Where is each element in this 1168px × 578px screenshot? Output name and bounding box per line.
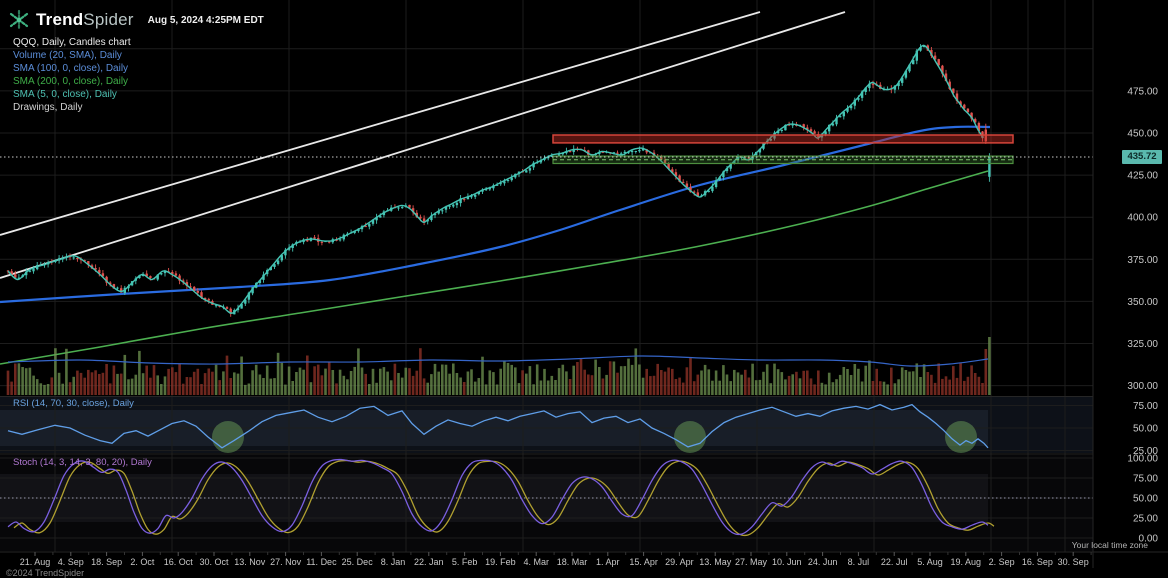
logo-text-trend: Trend (36, 10, 84, 29)
candles[interactable] (6, 44, 991, 317)
time-axis-label: 27. May (735, 557, 768, 567)
time-axis-label: 30. Oct (199, 557, 229, 567)
time-axis-label: 10. Jun (772, 557, 802, 567)
time-axis-label: 18. Mar (557, 557, 588, 567)
time-axis-label: 13. Nov (234, 557, 266, 567)
trend-channel-lines[interactable] (0, 11, 846, 279)
sma5-line[interactable] (7, 44, 984, 314)
chart-timestamp: Aug 5, 2024 4:25PM EDT (147, 14, 264, 26)
price-zones[interactable] (552, 134, 1014, 165)
price-axis-label: 400.00 (1127, 213, 1158, 224)
price-axis-label: 425.00 (1127, 171, 1158, 182)
time-axis-label: 2. Sep (989, 557, 1015, 567)
resistance-zone (552, 134, 1014, 144)
last-price-badge: 435.72 (1122, 150, 1162, 164)
oversold-highlight-circle (212, 421, 244, 453)
time-axis-label: 16. Sep (1022, 557, 1053, 567)
time-axis-label: 24. Jun (808, 557, 838, 567)
price-axis-label: 475.00 (1127, 86, 1158, 97)
legend-item-sma200[interactable]: SMA (200, 0, close), Daily (13, 76, 129, 87)
time-axis-label: 21. Aug (20, 557, 51, 567)
rsi-axis-label: 25.00 (1133, 446, 1158, 457)
time-axis-label: 15. Apr (629, 557, 658, 567)
time-axis-label: 22. Jan (414, 557, 444, 567)
stoch-axis-label: 0.00 (1139, 534, 1159, 545)
time-axis-label: 1. Apr (596, 557, 620, 567)
time-axis-label: 19. Aug (951, 557, 982, 567)
price-axis-label: 325.00 (1127, 339, 1158, 350)
price-axis-label: 350.00 (1127, 297, 1158, 308)
time-axis-label: 5. Aug (917, 557, 943, 567)
time-axis-label: 25. Dec (342, 557, 374, 567)
stoch-axis-label: 25.00 (1133, 514, 1158, 525)
oversold-highlight-circle (945, 421, 977, 453)
time-axis-label: 22. Jul (881, 557, 908, 567)
time-axis-label: 8. Jul (848, 557, 870, 567)
rsi-axis-label: 75.00 (1133, 401, 1158, 412)
time-axis-label: 19. Feb (485, 557, 516, 567)
rsi-pane-label[interactable]: RSI (14, 70, 30, close), Daily (13, 398, 134, 409)
time-axis-label: 29. Apr (665, 557, 694, 567)
legend-item-volume[interactable]: Volume (20, SMA), Daily (13, 50, 122, 61)
legend-item-sma5[interactable]: SMA (5, 0, close), Daily (13, 89, 117, 100)
legend-symbol-title[interactable]: QQQ, Daily, Candles chart (13, 37, 131, 48)
logo-text-spider: Spider (83, 10, 134, 29)
time-axis-label: 8. Jan (381, 557, 406, 567)
price-axis-label: 375.00 (1127, 255, 1158, 266)
time-axis-label: 2. Oct (130, 557, 155, 567)
time-axis-label: 18. Sep (91, 557, 122, 567)
time-axis-label: 4. Sep (58, 557, 84, 567)
time-axis: 21. Aug 4. Sep 18. Sep 2. Oct 16. Oct 30. Oct… (20, 552, 1092, 567)
timezone-note[interactable]: Your local time zone (1071, 540, 1148, 550)
stoch-axis-label: 50.00 (1133, 494, 1158, 505)
stoch-k-line (7, 458, 989, 536)
chart-legend: QQQ, Daily, Candles chart Volume (20, SM… (13, 36, 131, 114)
trendspider-logo[interactable]: TrendSpider Aug 5, 2024 4:25PM EDT (8, 9, 264, 31)
time-axis-label: 4. Mar (523, 557, 549, 567)
sma100-line[interactable] (0, 125, 991, 304)
rsi-axis-label: 50.00 (1133, 424, 1158, 435)
time-axis-label: 5. Feb (452, 557, 478, 567)
time-axis-label: 13. May (699, 557, 732, 567)
stoch-pane-label[interactable]: Stoch (14, 3, 14, 3, 80, 20), Daily (13, 457, 152, 468)
time-axis-label: 27. Nov (270, 557, 302, 567)
oversold-highlight-circle (674, 421, 706, 453)
pane-backgrounds (0, 397, 1093, 551)
copyright-note: ©2024 TrendSpider (6, 568, 85, 578)
volume-sma-line[interactable] (7, 355, 989, 367)
stoch-axis-label: 100.00 (1127, 454, 1158, 465)
rsi-plot[interactable] (7, 403, 989, 453)
price-axis-label: 300.00 (1127, 381, 1158, 392)
price-axis-label: 450.00 (1127, 129, 1158, 140)
stoch-axis-label: 75.00 (1133, 474, 1158, 485)
stoch-plot[interactable] (0, 458, 1093, 537)
legend-item-sma100[interactable]: SMA (100, 0, close), Daily (13, 63, 129, 74)
volume-bars[interactable] (6, 337, 991, 395)
rsi-line (7, 403, 989, 449)
time-axis-label: 11. Dec (306, 557, 337, 567)
axis-labels: 475.00 450.00 425.00 400.00 375.00 350.00 325.… (1127, 86, 1158, 544)
sma200-line[interactable] (0, 170, 989, 365)
time-axis-label: 16. Oct (164, 557, 194, 567)
legend-item-drawings[interactable]: Drawings, Daily (13, 102, 83, 113)
trendspider-logo-icon (9, 9, 29, 31)
time-axis-label: 30. Sep (1058, 557, 1089, 567)
